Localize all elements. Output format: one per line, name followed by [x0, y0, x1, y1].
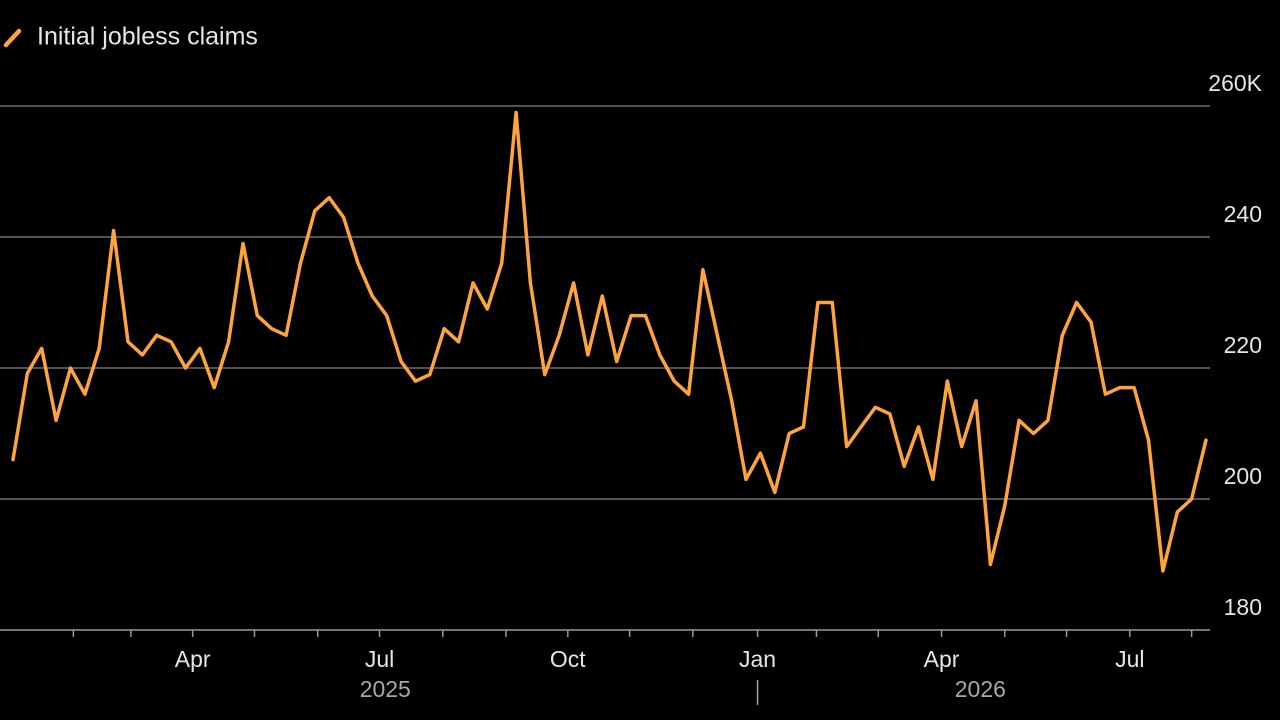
x-group-label: 2026	[955, 676, 1006, 702]
x-tick-label: Apr	[175, 646, 211, 672]
legend-swatch	[3, 28, 22, 48]
y-tick-label: 240	[1224, 201, 1262, 227]
x-tick-label: Oct	[550, 646, 586, 672]
series-line	[11, 110, 1208, 573]
x-tick-label: Jul	[1115, 646, 1144, 672]
legend-label: Initial jobless claims	[37, 23, 258, 51]
x-tick-label: Jan	[739, 646, 776, 672]
x-tick-label: Jul	[365, 646, 394, 672]
x-group-label: 2025	[360, 676, 411, 702]
y-tick-label: 200	[1224, 463, 1262, 489]
x-tick-label: Apr	[924, 646, 960, 672]
y-tick-label: 220	[1224, 332, 1262, 358]
y-tick-label: 180	[1224, 594, 1262, 620]
y-tick-label: 260K	[1208, 70, 1262, 96]
